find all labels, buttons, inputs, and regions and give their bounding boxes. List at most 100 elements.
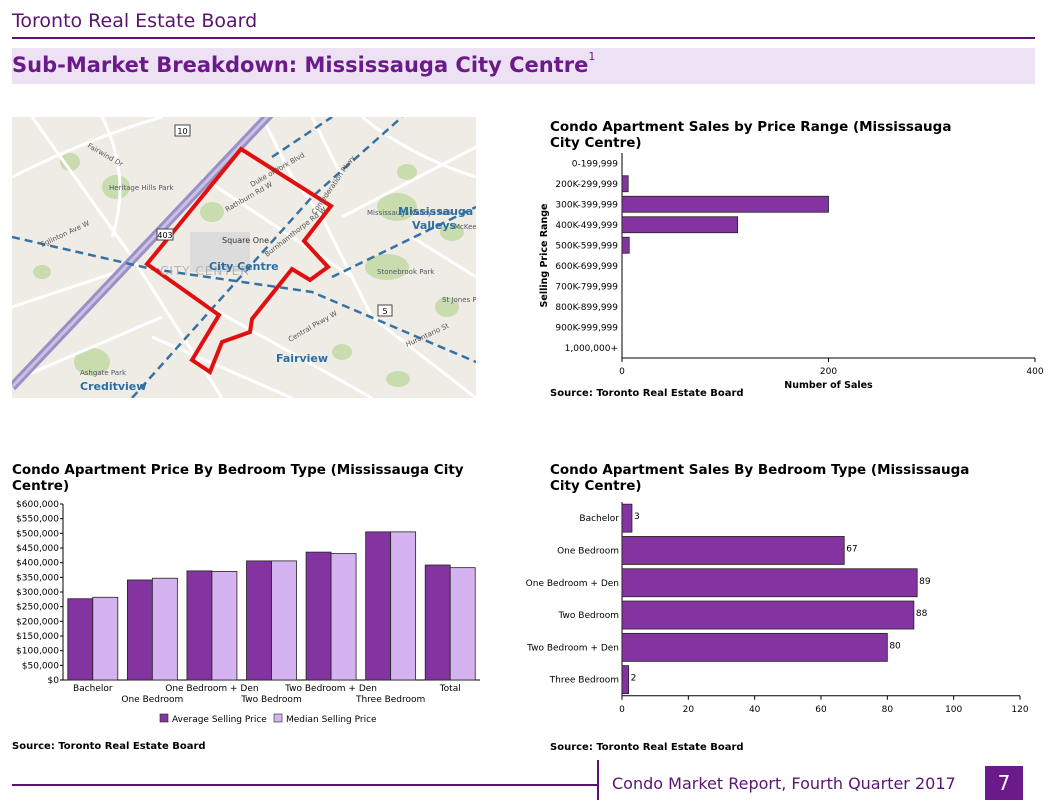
y-tick-label: 800K-899,999 xyxy=(555,303,618,313)
page-title: Sub-Market Breakdown: Mississauga City C… xyxy=(12,50,596,77)
data-label: 89 xyxy=(919,577,931,587)
data-label: 80 xyxy=(889,641,901,651)
y-tick-label: 0-199,999 xyxy=(572,159,618,169)
city-center-faint-label: CITY CENTER xyxy=(160,264,250,278)
bar xyxy=(621,195,829,213)
square-one-block xyxy=(190,232,250,272)
y-tick-label: $200,000 xyxy=(16,617,59,627)
bar-median xyxy=(271,560,297,681)
bar-average xyxy=(305,551,332,681)
bar-median xyxy=(449,567,476,681)
sub-market-map: 10 403 5 Eglinton Ave W Burnhamthorpe Rd… xyxy=(12,117,476,398)
bar-average xyxy=(424,564,451,681)
price-range-chart-title: Condo Apartment Sales by Price Range (Mi… xyxy=(550,119,952,151)
bar-average xyxy=(67,598,94,681)
ashgate-label: Ashgate Park xyxy=(80,369,127,377)
map-park-labels: Heritage Hills Park Stonebrook Park Miss… xyxy=(80,184,476,377)
x-tick-label: One Bedroom + Den xyxy=(165,684,258,694)
transit-lines xyxy=(12,117,476,398)
bar xyxy=(621,600,915,630)
mckee-label: McKee Park xyxy=(454,223,476,231)
y-tick-label: $0 xyxy=(48,676,60,686)
y-tick-label: Bachelor xyxy=(579,514,619,524)
bar-median xyxy=(390,531,417,681)
bar xyxy=(621,632,888,662)
fairview-label: Fairview xyxy=(276,352,328,365)
st-jones-label: St Jones Park xyxy=(442,296,476,304)
y-tick-label: Three Bedroom xyxy=(549,676,619,686)
y-tick-label: One Bedroom xyxy=(557,546,619,556)
x-tick-label: 80 xyxy=(882,705,894,715)
legend-swatch xyxy=(273,713,283,723)
legend-label: Average Selling Price xyxy=(172,715,267,725)
x-tick-label: 20 xyxy=(683,705,695,715)
bar-average xyxy=(365,531,392,681)
bar-average xyxy=(246,560,272,681)
y-tick-label: 700K-799,999 xyxy=(555,282,618,292)
y-tick-label: 400K-499,999 xyxy=(555,221,618,231)
bar xyxy=(621,216,739,234)
price-range-source: Source: Toronto Real Estate Board xyxy=(550,388,744,399)
x-tick-label: 100 xyxy=(945,705,962,715)
footer-divider xyxy=(597,760,599,800)
bar-median xyxy=(151,577,178,681)
page-title-text: Sub-Market Breakdown: Mississauga City C… xyxy=(12,53,589,77)
map-svg: 10 403 5 Eglinton Ave W Burnhamthorpe Rd… xyxy=(12,117,476,398)
price-by-bedroom-chart-title: Condo Apartment Price By Bedroom Type (M… xyxy=(12,462,464,494)
footnote-marker: 1 xyxy=(588,50,596,63)
y-tick-label: $400,000 xyxy=(16,559,59,569)
hwy10-shield: 10 xyxy=(177,127,187,136)
y-tick-label: $350,000 xyxy=(16,573,59,583)
sales-by-bedroom-chart: Bachelor 3 One Bedroom 67 One Bedroom + Den 8… xyxy=(526,502,1029,715)
y-tick-label: $500,000 xyxy=(16,529,59,539)
footer-report-title: Condo Market Report, Fourth Quarter 2017 xyxy=(612,774,956,793)
x-axis-title: Number of Sales xyxy=(784,380,873,391)
data-label: 88 xyxy=(916,609,928,619)
legend-swatch xyxy=(159,713,169,723)
bar xyxy=(621,175,629,193)
y-tick-label: $450,000 xyxy=(16,544,59,554)
y-tick-label: $250,000 xyxy=(16,603,59,613)
y-tick-label: 1,000,000+ xyxy=(565,344,618,354)
data-label: 3 xyxy=(634,512,640,522)
x-tick-label: Bachelor xyxy=(73,684,113,694)
x-tick-label: 0 xyxy=(619,705,625,715)
y-tick-label: $550,000 xyxy=(16,515,59,525)
bar-average xyxy=(186,570,213,681)
y-tick-label: 300K-399,999 xyxy=(555,200,618,210)
sub-market-boundary xyxy=(144,146,334,376)
x-tick-label: 400 xyxy=(1026,367,1043,377)
map-parks xyxy=(33,153,464,387)
bar xyxy=(621,536,845,565)
y-tick-label: $300,000 xyxy=(16,588,59,598)
x-tick-label: 40 xyxy=(749,705,761,715)
bar xyxy=(621,665,630,695)
sales-by-bedroom-chart-title: Condo Apartment Sales By Bedroom Type (M… xyxy=(550,462,970,494)
y-tick-label: 600K-699,999 xyxy=(555,262,618,272)
creditview-label: Creditview xyxy=(80,380,146,393)
bar-median xyxy=(211,571,238,681)
bar xyxy=(621,236,630,254)
y-tick-label: 500K-599,999 xyxy=(555,241,618,251)
y-tick-label: $100,000 xyxy=(16,647,59,657)
y-tick-label: Two Bedroom xyxy=(558,611,619,621)
footer-rule xyxy=(12,784,597,786)
x-tick-label: Total xyxy=(439,684,461,694)
price-by-bedroom-chart: $0 $50,000 $100,000 $150,000 $200,000 $250,00… xyxy=(16,500,480,725)
y-tick-label: 900K-999,999 xyxy=(555,323,618,333)
mississauga-label: Mississauga xyxy=(398,205,473,218)
bar xyxy=(621,568,918,598)
y-tick-label: $600,000 xyxy=(16,500,59,510)
header-rule xyxy=(12,37,1035,39)
x-tick-label: Three Bedroom xyxy=(355,695,425,705)
square-one-label: Square One xyxy=(222,236,269,245)
hwy403-shield: 403 xyxy=(157,231,172,240)
heritage-hills-label: Heritage Hills Park xyxy=(109,184,174,192)
bar-median xyxy=(92,596,119,681)
page-number: 7 xyxy=(985,766,1023,800)
highway-shields: 10 403 5 xyxy=(156,124,393,317)
y-tick-label: $50,000 xyxy=(22,661,59,671)
data-label: 67 xyxy=(846,544,857,554)
valleys-label: Valleys xyxy=(412,219,457,232)
y-tick-label: One Bedroom + Den xyxy=(526,579,619,589)
